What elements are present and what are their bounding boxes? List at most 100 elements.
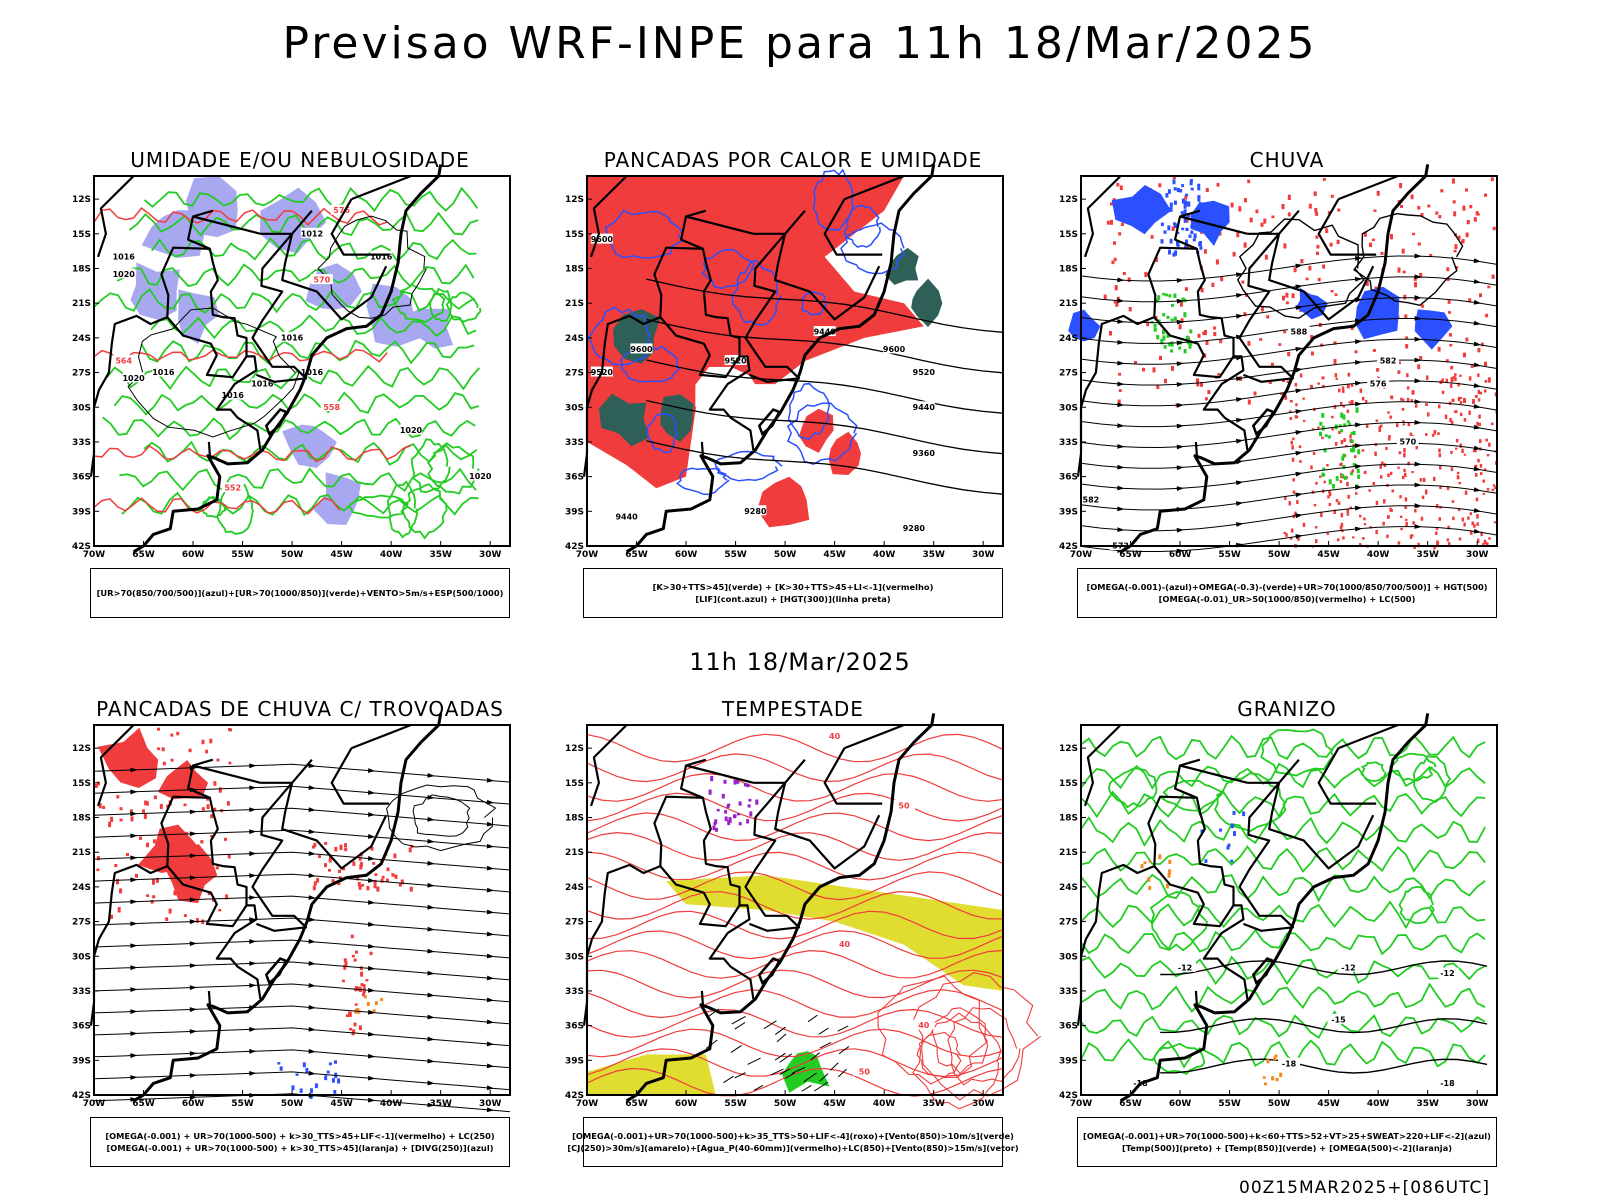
streamline [93,763,511,783]
data-layer: 9600952096009520944096009520944093609440… [587,168,1004,533]
contour-label: -15 [1331,1015,1346,1024]
x-tick-label: 45W [330,550,353,560]
streamline-arrow [1176,486,1185,491]
rain-red-pixel [1342,475,1345,479]
temp850-contour [1080,982,1486,1013]
rain-red-pixel [1431,434,1435,437]
wind-vector [818,1027,829,1035]
rain-red-pixel [1238,206,1242,212]
storm-red-pixel [117,907,121,913]
lc850-contour [586,871,1004,901]
rain-red-pixel [1439,485,1442,490]
x-tick-label: 50W [281,550,304,560]
border-line [187,209,262,451]
storm-red-pixel [201,919,205,925]
rain-red-pixel [1438,448,1441,453]
storm-red-pixel [339,844,343,850]
rain-red-pixel [1352,536,1355,539]
omega-green-pixel [1332,484,1335,489]
rain-red-pixel [1387,411,1390,414]
green-humidity-contour [410,438,451,494]
y-tick-label: 27S [1059,918,1078,928]
streamline-arrow [1176,361,1185,367]
rain-red-pixel [1292,490,1296,494]
hail-blue-pixel [1230,859,1234,863]
rain-red-pixel [1476,522,1479,526]
storm-red-pixel [312,885,316,891]
border-line [330,198,390,256]
rain-red-pixel [1463,453,1467,456]
rain-red-pixel [1419,356,1423,360]
rain-red-pixel [1477,458,1480,463]
omega-green-pixel [1173,316,1177,321]
x-tick-label: 55W [1218,1099,1241,1109]
x-tick-label: 65W [1119,1099,1142,1109]
streamline-arrow [1414,253,1422,259]
storm-red-pixel [155,877,159,883]
rain-red-pixel [1342,405,1345,408]
legend-box: [OMEGA(-0.001) + UR>70(1000-500) + k>30_… [90,1117,510,1167]
storm-purple-pixel [724,810,728,814]
rain-red-pixel [1400,397,1403,401]
streamline-arrow [367,965,376,971]
streamline-arrow [308,851,316,856]
lc850-contour [586,890,1004,920]
streamline-arrow [130,789,138,795]
contour-label: 1016 [152,368,175,377]
red-dashed-contour [93,348,388,363]
streamline-arrow [427,772,435,778]
contour-label-bg [912,366,935,377]
rain-red-pixel [1417,242,1421,246]
y-tick-label: 21S [1059,848,1078,858]
rain-red-pixel [1422,477,1426,483]
panel-tempestade: TEMPESTADE 40 50 40 40 50 70W 65W 60W 55W 50W 45W 4… [565,697,1042,1177]
y-tick-label: 33S [72,987,91,997]
border-line [1179,764,1248,784]
streamline-arrow [1295,367,1303,373]
contour-label-bg [833,938,856,949]
rain-red-pixel [1463,352,1466,358]
heat-humidity-area [799,408,834,453]
y-tick-label: 30S [1059,403,1078,413]
rain-red-pixel [1459,443,1462,448]
storm-red-pixel [174,843,178,849]
streamline-arrow [130,1009,138,1015]
rain-red-pixel [1446,267,1450,272]
streamline-arrow [1176,444,1185,450]
rain-red-pixel [1463,398,1466,403]
hgt500-contour [1353,212,1464,307]
rain-red-pixel [1435,531,1438,535]
streamline-arrow [486,953,495,959]
rain-red-pixel [1475,473,1478,477]
streamline [93,1071,511,1091]
border-line [685,764,754,784]
x-tick-label: 40W [1367,550,1390,560]
rain-red-pixel [1289,400,1293,403]
lif-contour [646,413,679,454]
streamline-arrow [308,982,316,988]
rain-red-pixel [1202,331,1206,336]
rain-red-pixel [1291,457,1295,462]
rain-red-pixel [1263,218,1267,224]
streamline-arrow [249,785,257,791]
omega-blue-pixel [1197,199,1201,202]
map-chart: 1016101210161016102010161016101610201016… [72,164,511,560]
border-line [744,232,801,383]
rain-red-pixel [1458,537,1462,541]
omega-green-pixel [1355,409,1359,413]
rain-red-pixel [1446,278,1450,282]
storm-purple-pixel [727,803,731,807]
storm-red-pixel [369,951,373,956]
storm-purple-pixel [708,789,712,795]
green-humidity-contour [119,467,477,493]
omega-blue-pixel [1181,227,1185,231]
storm-red-pixel [358,1025,362,1031]
coastline [132,713,443,1103]
rain-red-pixel [1402,420,1405,423]
contour-label: 582 [1380,357,1397,366]
rain-red-pixel [1455,447,1458,450]
storm-purple-pixel [733,779,737,785]
storm-red-pixel [119,807,123,811]
rain-red-pixel [1386,534,1389,539]
border-line [1317,747,1377,805]
